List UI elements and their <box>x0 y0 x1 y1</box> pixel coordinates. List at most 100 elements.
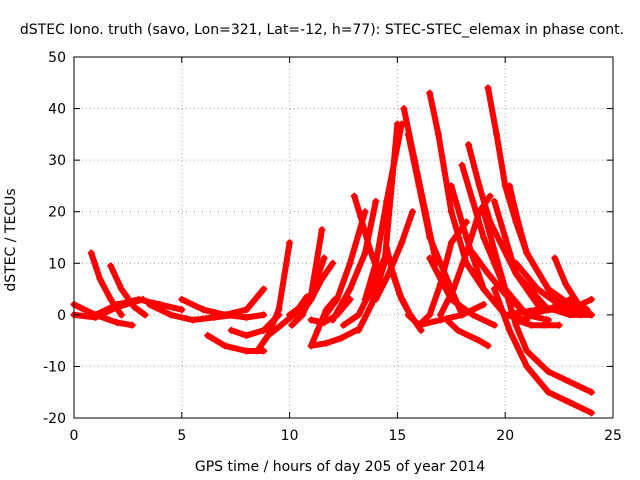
data-point <box>372 197 380 205</box>
y-tick-label: 10 <box>48 256 66 272</box>
data-point <box>253 347 261 355</box>
data-point <box>577 311 585 319</box>
data-point <box>475 337 483 345</box>
series-5 <box>92 295 186 319</box>
data-point <box>242 313 250 321</box>
series-25 <box>372 208 416 303</box>
data-point <box>469 197 477 205</box>
data-point <box>583 306 591 314</box>
data-point <box>437 275 445 283</box>
data-point <box>307 316 315 324</box>
y-axis-label: dSTEC / TECUs <box>3 188 19 291</box>
data-point <box>260 347 268 355</box>
data-point <box>260 326 268 334</box>
data-point <box>523 249 531 257</box>
data-point <box>449 285 457 293</box>
y-tick-label: 0 <box>57 308 66 324</box>
series-trace <box>178 286 267 318</box>
y-tick-label: -10 <box>43 359 66 375</box>
data-point <box>113 319 121 327</box>
data-point <box>318 275 326 283</box>
data-point <box>566 399 574 407</box>
x-tick-label: 25 <box>604 428 622 444</box>
data-point <box>387 264 395 272</box>
data-point <box>469 249 477 257</box>
data-point <box>221 342 229 350</box>
data-point <box>199 306 207 314</box>
data-point <box>221 311 229 319</box>
y-tick-label: 50 <box>48 50 66 66</box>
data-point <box>277 321 285 329</box>
data-point <box>587 388 595 396</box>
data-point <box>523 362 531 370</box>
data-point <box>288 321 296 329</box>
data-point <box>314 326 322 334</box>
data-point <box>227 326 235 334</box>
data-point <box>527 321 535 329</box>
data-point <box>458 311 466 319</box>
data-point <box>404 130 412 138</box>
data-point <box>512 259 520 267</box>
series-43 <box>490 285 595 417</box>
data-point <box>130 303 138 311</box>
data-point <box>383 244 391 252</box>
data-point <box>415 182 423 190</box>
data-point <box>87 249 95 257</box>
series-41 <box>490 197 595 319</box>
data-point <box>523 311 531 319</box>
data-point <box>307 295 315 303</box>
data-point <box>426 254 434 262</box>
data-point <box>92 311 100 319</box>
data-point <box>480 301 488 309</box>
data-point <box>408 208 416 216</box>
data-point <box>469 311 477 319</box>
data-point <box>506 182 514 190</box>
series-trace <box>444 317 491 349</box>
data-point <box>346 285 354 293</box>
tick-labels: 0 5 10 15 20 25 -20 -10 0 10 20 30 40 50 <box>43 50 622 444</box>
data-point <box>566 378 574 386</box>
data-point <box>587 295 595 303</box>
data-point <box>355 311 363 319</box>
series-trace <box>491 198 595 318</box>
data-point <box>544 368 552 376</box>
series-19 <box>318 208 369 324</box>
data-point <box>544 285 552 293</box>
data-point <box>426 311 434 319</box>
series-trace <box>297 260 336 318</box>
data-point <box>480 208 488 216</box>
data-point <box>534 285 542 293</box>
x-tick-label: 10 <box>281 428 299 444</box>
data-point <box>128 321 136 329</box>
data-point <box>96 275 104 283</box>
data-point <box>275 306 283 314</box>
data-point <box>372 295 380 303</box>
data-point <box>329 259 337 267</box>
x-tick-label: 20 <box>496 428 514 444</box>
data-point <box>383 197 391 205</box>
data-point <box>443 316 451 324</box>
data-point <box>544 388 552 396</box>
data-point <box>178 295 186 303</box>
data-point <box>329 316 337 324</box>
series-8 <box>199 306 268 321</box>
series-layer <box>70 84 595 417</box>
data-point <box>501 285 509 293</box>
data-point <box>587 311 595 319</box>
x-tick-label: 0 <box>70 428 79 444</box>
data-point <box>178 306 186 314</box>
data-point <box>260 311 268 319</box>
series-trace <box>372 208 416 303</box>
data-point <box>242 331 250 339</box>
data-point <box>346 259 354 267</box>
y-tick-label: 20 <box>48 205 66 221</box>
data-point <box>368 301 376 309</box>
data-point <box>475 182 483 190</box>
data-point <box>242 306 250 314</box>
series-trace <box>491 286 595 416</box>
data-point <box>141 311 149 319</box>
data-point <box>107 262 115 270</box>
data-point <box>398 239 406 247</box>
x-tick-label: 5 <box>177 428 186 444</box>
grid <box>74 57 613 418</box>
